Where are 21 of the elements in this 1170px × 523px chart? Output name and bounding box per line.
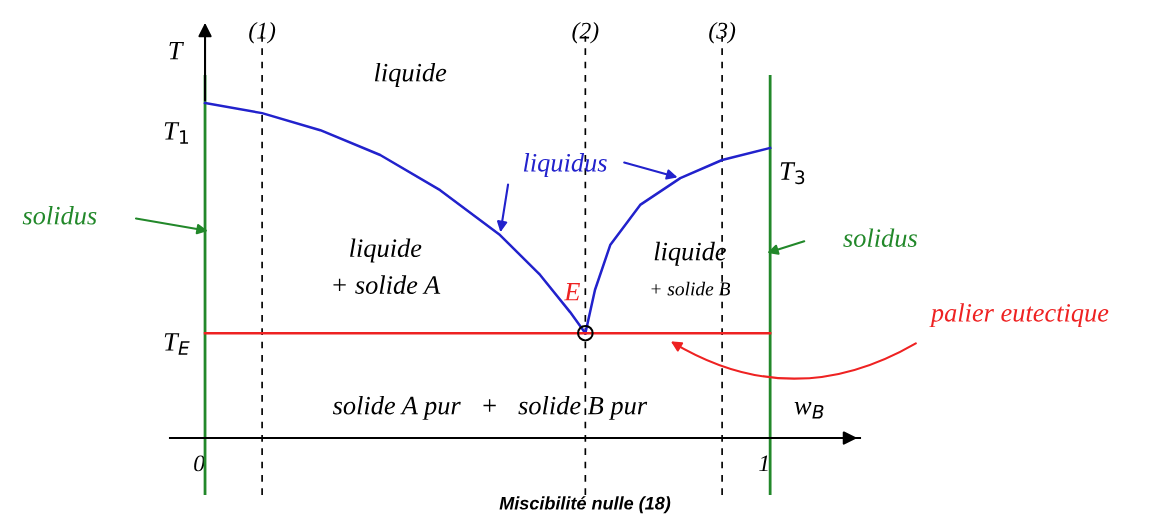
annotation: liquidus	[523, 153, 607, 178]
x-axis-title: w$_{B}$	[794, 402, 824, 419]
x-tick-label: 1	[759, 455, 768, 472]
text: solidus	[22, 206, 97, 225]
text: (1)	[249, 22, 276, 44]
annotation: E	[563, 283, 580, 301]
y-axis-title: T	[169, 41, 184, 60]
annotation: T$_{3}$	[780, 162, 805, 185]
text: (3)	[709, 22, 736, 44]
annotation: + solide A	[333, 275, 441, 294]
annotation: T$_{1}$	[164, 122, 189, 144]
annotation: + solide B	[651, 281, 731, 296]
annotation: solidus	[843, 228, 917, 248]
text: Miscibilité nulle (18)	[499, 496, 671, 514]
text: palier eutectique	[929, 303, 1109, 328]
text: (2)	[572, 22, 599, 44]
annotation: solide A pur + solide B pur	[332, 395, 648, 420]
annotation: liquide	[654, 241, 726, 266]
text: liquide	[374, 62, 447, 87]
annotation: T$_{E}$	[164, 333, 190, 355]
annotation: liquide	[350, 238, 422, 263]
